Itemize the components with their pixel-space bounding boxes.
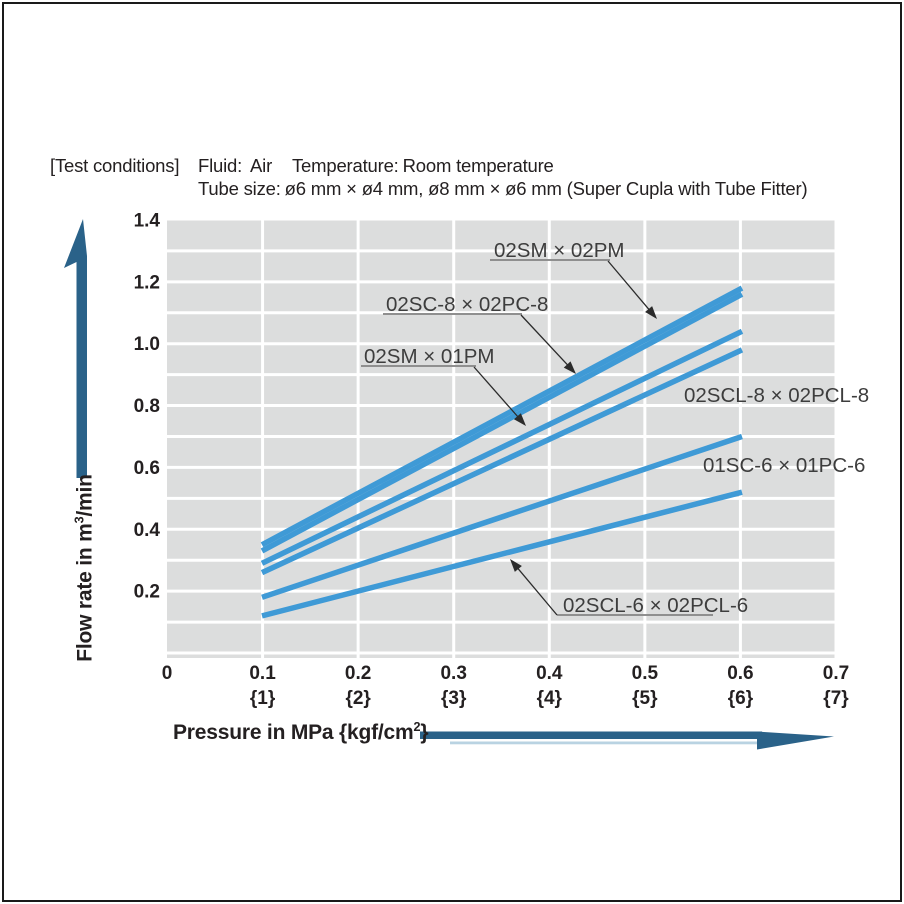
y-axis-title: Flow rate in m3/min [73, 474, 98, 662]
series-label: 02SM × 02PM [494, 239, 624, 262]
x-axis-title-sup: 2 [413, 720, 421, 734]
y-axis-title-sup: 3 [72, 516, 87, 524]
x-tick-secondary-label: {7} [823, 688, 849, 709]
y-tick-label: 1.0 [134, 334, 160, 355]
y-tick-label: 0.2 [134, 582, 160, 603]
series-line [260, 347, 744, 576]
y-tick-label: 0.4 [134, 520, 161, 541]
leader-line [607, 260, 651, 312]
x-tick-secondary-label: {6} [728, 688, 754, 709]
x-tick-label: 0 [162, 663, 173, 684]
x-axis-arrow-bar [420, 731, 762, 739]
x-tick-label: 0.2 [345, 663, 371, 684]
leader-arrowhead-icon [510, 559, 522, 572]
tube-size-field: Tube size: ø6 mm × ø4 mm, ø8 mm × ø6 mm (… [198, 178, 808, 200]
series-line [260, 291, 744, 554]
temperature-value: Room temperature [402, 155, 554, 176]
series-label: 02SCL-6 × 02PCL-6 [563, 594, 748, 617]
leader-line [473, 366, 520, 419]
fluid-field: Fluid: Air [198, 155, 272, 177]
x-axis-title-brace: } [420, 721, 429, 744]
x-tick-secondary-label: {2} [345, 688, 371, 709]
x-tick-secondary-label: {4} [537, 688, 563, 709]
x-tick-secondary-label: {1} [250, 688, 276, 709]
temperature-field: Temperature: Room temperature [292, 155, 554, 177]
y-axis-arrow-icon [64, 219, 87, 478]
x-tick-label: 0.3 [440, 663, 466, 684]
leader-arrowhead-icon [513, 413, 526, 426]
y-tick-label: 1.4 [134, 210, 161, 231]
series-line [261, 489, 743, 619]
tube-size-value: ø6 mm × ø4 mm, ø8 mm × ø6 mm (Super Cupl… [284, 178, 808, 199]
x-axis-title: Pressure in MPa {kgf/cm2} [173, 720, 428, 745]
series-label: 02SCL-8 × 02PCL-8 [684, 384, 869, 407]
temperature-label: Temperature: [292, 155, 399, 176]
x-tick-label: 0.7 [823, 663, 849, 684]
x-tick-label: 0.4 [536, 663, 563, 684]
x-tick-label: 0.5 [632, 663, 659, 684]
series-label: 02SM × 01PM [364, 345, 494, 368]
x-axis-title-text: Pressure in MPa {kgf/cm [173, 721, 414, 744]
leader-line [516, 567, 558, 616]
x-axis-arrowhead-icon [757, 731, 834, 750]
leader-line [520, 314, 569, 367]
y-tick-label: 1.2 [134, 272, 160, 293]
fluid-value: Air [250, 155, 273, 176]
y-tick-label: 0.6 [134, 458, 160, 479]
x-tick-label: 0.1 [249, 663, 276, 684]
x-axis-arrow-shadow [450, 741, 757, 745]
y-axis-title-unit: /min [73, 474, 97, 517]
test-conditions-label: [Test conditions] [50, 155, 180, 176]
x-tick-secondary-label: {3} [441, 688, 467, 709]
y-tick-label: 0.8 [134, 396, 160, 417]
tube-size-label: Tube size: [198, 178, 281, 199]
series-line [260, 285, 744, 548]
series-label: 02SC-8 × 02PC-8 [386, 293, 548, 316]
series-label: 01SC-6 × 01PC-6 [703, 454, 865, 477]
fluid-label: Fluid: [198, 155, 243, 176]
series-line [260, 328, 744, 566]
x-tick-secondary-label: {5} [632, 688, 658, 709]
leader-arrowhead-icon [645, 306, 657, 319]
y-axis-title-text: Flow rate in m [73, 523, 97, 662]
series-line [261, 433, 743, 600]
leader-arrowhead-icon [563, 361, 576, 374]
x-tick-label: 0.6 [727, 663, 753, 684]
